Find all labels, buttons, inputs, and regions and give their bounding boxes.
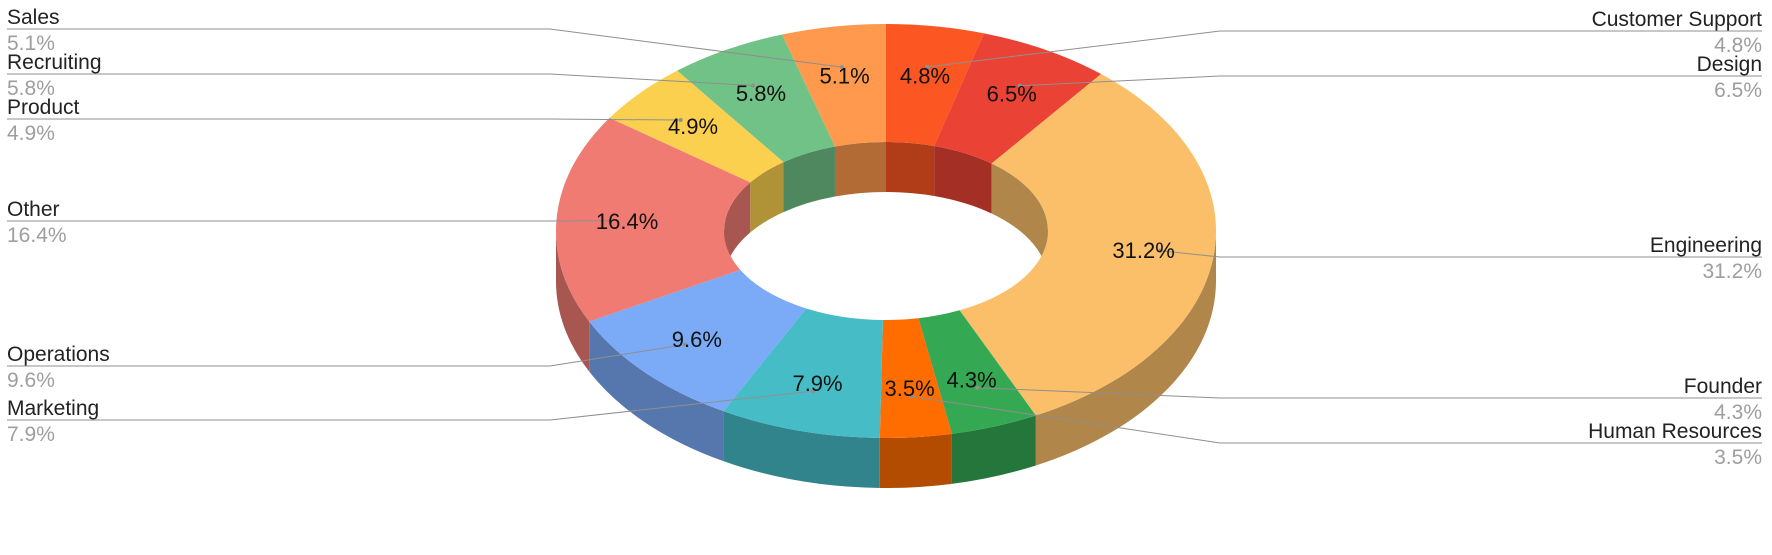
- outer-wall-4: [879, 433, 952, 488]
- slice-customer-support[interactable]: [886, 24, 985, 147]
- inner-wall-8: [750, 162, 784, 233]
- leader-dot: [975, 385, 980, 390]
- outer-wall-2: [1035, 231, 1216, 466]
- leader-line: [1159, 250, 1762, 258]
- callout-name: Sales: [7, 6, 60, 29]
- leader-dot: [839, 65, 844, 70]
- inner-wall-7: [724, 182, 751, 281]
- slice-value-label: 4.9%: [668, 114, 718, 139]
- callout-name: Product: [7, 96, 80, 119]
- leader-line: [7, 118, 681, 121]
- leader-line: [7, 344, 685, 367]
- leader-line: [911, 395, 1762, 444]
- leader-dot: [909, 394, 914, 399]
- outer-wall-6: [589, 321, 724, 462]
- inner-wall-9: [783, 146, 835, 213]
- leader-line: [7, 73, 754, 87]
- slice-marketing[interactable]: [723, 308, 883, 438]
- slice-product[interactable]: [609, 70, 784, 183]
- leader-dot: [751, 83, 756, 88]
- inner-wall-0: [886, 142, 935, 197]
- leader-dot: [682, 342, 687, 347]
- callout-name: Human Resources: [1588, 420, 1762, 443]
- callout-name: Engineering: [1650, 234, 1762, 257]
- leader-line: [7, 28, 843, 68]
- slice-tops: [556, 24, 1216, 438]
- leader-line: [927, 30, 1762, 68]
- callout-name: Marketing: [7, 397, 99, 420]
- slice-founder[interactable]: [918, 310, 1036, 434]
- slice-value-label: 7.9%: [792, 371, 842, 396]
- callout-name: Operations: [7, 343, 110, 366]
- outer-wall-3: [951, 415, 1036, 484]
- slice-value-label: 4.3%: [946, 368, 996, 393]
- callout-name: Recruiting: [7, 51, 102, 74]
- callout-percent: 4.9%: [7, 122, 55, 145]
- labels: 4.8% 6.5% 31.2% 4.3% 3.5% 7.9% 9.6% 16.4% 4.9% 5.…: [7, 6, 1762, 469]
- callout-name: Design: [1697, 53, 1762, 76]
- outer-wall-5: [723, 411, 880, 488]
- leader-dot: [925, 64, 930, 69]
- slice-operations[interactable]: [589, 269, 807, 412]
- callout-name: Founder: [1684, 375, 1762, 398]
- callout-name: Customer Support: [1592, 8, 1763, 31]
- callout-percent: 9.6%: [7, 369, 55, 392]
- leader-dot: [678, 118, 683, 123]
- slice-value-label: 4.8%: [900, 63, 950, 88]
- callout-percent: 6.5%: [1714, 79, 1762, 102]
- slice-value-label: 3.5%: [885, 376, 935, 401]
- callout-percent: 5.8%: [7, 77, 55, 100]
- callout-percent: 4.3%: [1714, 401, 1762, 424]
- slice-value-label: 5.8%: [736, 81, 786, 106]
- slice-value-label: 9.6%: [672, 327, 722, 352]
- inner-wall-2: [991, 163, 1048, 281]
- leader-dot: [608, 218, 613, 223]
- slice-human-resources[interactable]: [879, 318, 952, 438]
- slice-recruiting[interactable]: [677, 34, 835, 163]
- slice-sides: [556, 142, 1216, 488]
- slice-value-label: 16.4%: [596, 209, 658, 234]
- slice-design[interactable]: [934, 33, 1102, 164]
- leader-dot: [1158, 248, 1163, 253]
- callout-percent: 5.1%: [7, 32, 55, 55]
- callout-percent: 16.4%: [7, 224, 67, 247]
- callout-name: Other: [7, 198, 60, 221]
- slice-value-label: 5.1%: [820, 64, 870, 89]
- inner-wall-10: [834, 142, 886, 197]
- slice-sales[interactable]: [782, 24, 886, 147]
- inner-wall-1: [934, 146, 992, 214]
- leader-line: [1019, 75, 1762, 87]
- slice-engineering[interactable]: [959, 74, 1216, 416]
- callout-percent: 7.9%: [7, 423, 55, 446]
- outer-wall-7: [556, 231, 590, 372]
- leader-line: [7, 390, 814, 421]
- leader-dot: [811, 389, 816, 394]
- leader-line: [977, 387, 1762, 399]
- callout-percent: 31.2%: [1702, 260, 1762, 283]
- callout-percent: 3.5%: [1714, 446, 1762, 469]
- leader-lines: [7, 28, 1762, 444]
- slice-value-label: 31.2%: [1112, 238, 1174, 263]
- slice-other[interactable]: [556, 117, 751, 322]
- slice-value-label: 6.5%: [987, 81, 1037, 106]
- callout-percent: 4.8%: [1714, 34, 1762, 57]
- leader-dot: [1017, 83, 1022, 88]
